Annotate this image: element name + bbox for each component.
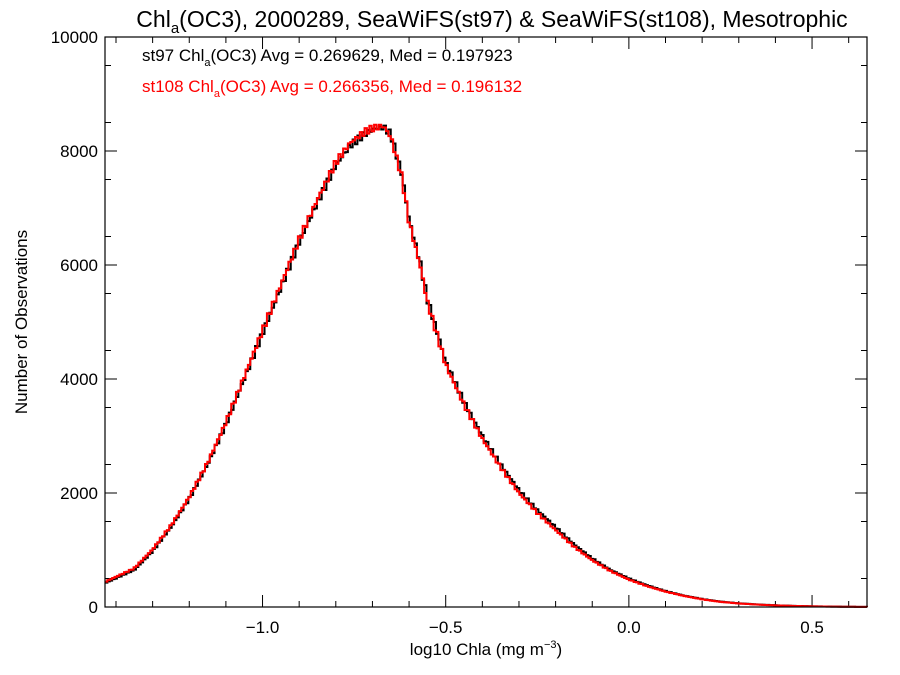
annotation-part: st108 Chl: [142, 77, 214, 96]
y-tick-label: 6000: [60, 256, 98, 275]
y-tick-label: 4000: [60, 370, 98, 389]
title-part: (OC3), 2000289, SeaWiFS(st97) & SeaWiFS(…: [179, 6, 848, 32]
annotation-st108: st108 Chla(OC3) Avg = 0.266356, Med = 0.…: [142, 77, 522, 100]
x-tick-label: −0.5: [429, 618, 463, 637]
series-line-st108: [105, 123, 868, 608]
x-tick-label: 0.5: [800, 618, 824, 637]
x-label-superscript: −3: [544, 639, 557, 651]
plot-frame: [104, 36, 868, 608]
chart-title: Chla(OC3), 2000289, SeaWiFS(st97) & SeaW…: [136, 6, 847, 37]
x-label-part: log10 Chla (mg m: [410, 640, 544, 659]
annotation-part: (OC3) Avg = 0.266356, Med = 0.196132: [220, 77, 522, 96]
y-tick-label: 8000: [60, 142, 98, 161]
axis-ticks: −1.0 −0.5 0.0 0.5 0 2000 4000 6000 8000 10000: [51, 28, 867, 637]
annotation-subscript: a: [214, 88, 221, 100]
y-tick-label: 2000: [60, 484, 98, 503]
title-part: Chl: [136, 6, 171, 32]
annotation-part: st97 Chl: [142, 46, 204, 65]
series-line-st97: [105, 124, 868, 608]
x-axis-label: log10 Chla (mg m−3): [410, 639, 562, 659]
annotation-part: (OC3) Avg = 0.269629, Med = 0.197923: [211, 46, 513, 65]
annotation-subscript: a: [204, 57, 211, 69]
x-label-part: ): [557, 640, 563, 659]
data-series: [105, 123, 868, 608]
y-axis-label: Number of Observations: [12, 230, 31, 414]
x-tick-label: 0.0: [617, 618, 641, 637]
y-tick-label: 0: [89, 598, 98, 617]
title-subscript: a: [171, 20, 180, 37]
x-tick-label: −1.0: [246, 618, 280, 637]
y-tick-label: 10000: [51, 28, 98, 47]
annotation-st97: st97 Chla(OC3) Avg = 0.269629, Med = 0.1…: [142, 46, 513, 69]
